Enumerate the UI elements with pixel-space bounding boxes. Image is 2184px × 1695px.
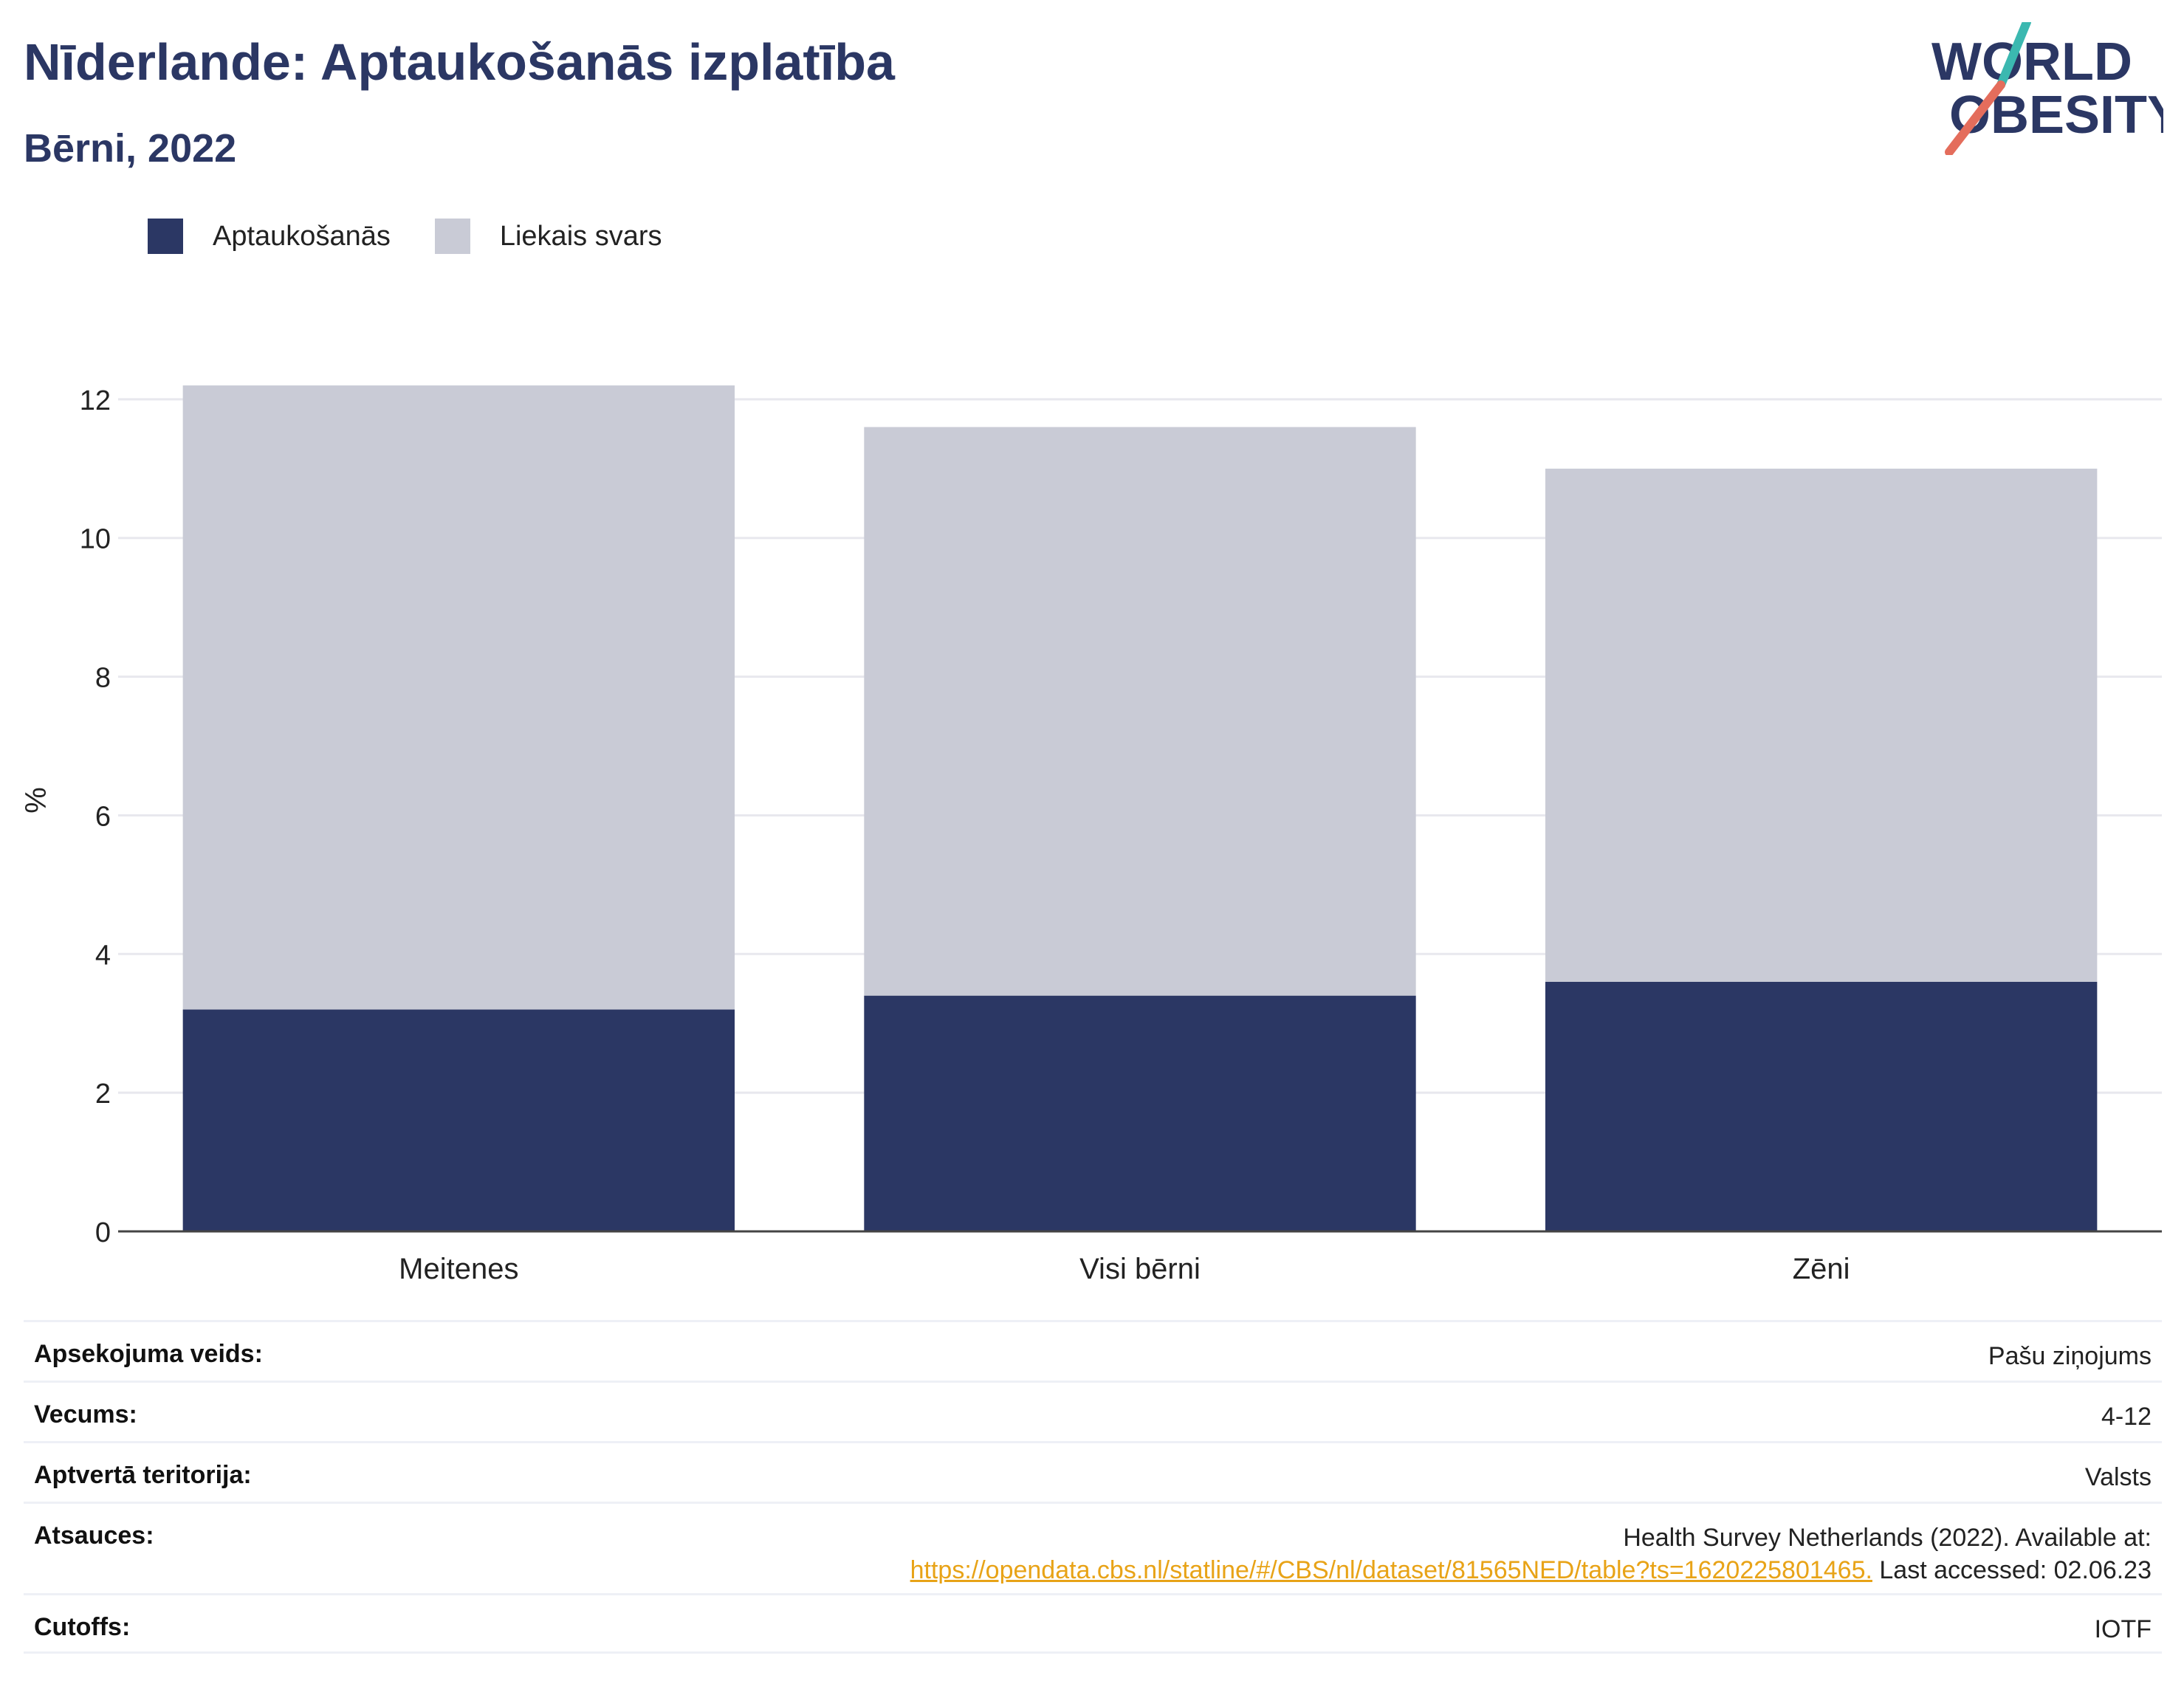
legend-swatch-overweight [434,219,470,254]
y-tick-label-6: 6 [95,801,111,832]
references-label: Atsauces: [34,1522,154,1550]
y-axis-label: % [20,787,52,814]
x-tick-label-0: Meitenes [399,1253,518,1285]
y-tick-label-12: 12 [80,385,111,416]
legend-label-obesity: Aptaukošanās [213,220,391,252]
x-tick-label-2: Zēni [1793,1253,1850,1285]
bar-chart: 0 2 4 6 8 10 12% Meitenes Visi bērni Zēni [20,385,2162,1285]
info-row-age: Vecums: 4-12 [24,1381,2162,1441]
bar-obesity-1 [864,995,1416,1231]
references-link[interactable]: https://opendata.cbs.nl/statline/#/CBS/n… [910,1556,1872,1584]
references-value: Health Survey Netherlands (2022). Availa… [910,1504,2152,1593]
bar-obesity-2 [1545,981,2098,1231]
bar-overweight-2 [1545,468,2098,982]
y-tick-label-0: 0 [95,1217,111,1248]
chart-legend: Aptaukošanās Liekais svars [148,219,706,254]
cutoffs-label: Cutoffs: [34,1613,131,1641]
cutoffs-value: IOTF [2094,1615,2152,1643]
bar-overweight-1 [864,427,1416,996]
legend-label-overweight: Liekais svars [499,220,662,252]
legend-swatch-obesity [148,219,183,254]
world-obesity-logo: WORLD OBESITY [1931,22,2163,155]
survey-value: Pašu ziņojums [1988,1342,2152,1370]
legend-item-overweight: Liekais svars [434,219,662,254]
info-row-references: Atsauces: Health Survey Netherlands (202… [24,1502,2162,1593]
legend-item-obesity: Aptaukošanās [148,219,391,254]
age-label: Vecums: [34,1400,137,1428]
area-label: Aptvertā teritorija: [34,1461,252,1489]
x-tick-label-1: Visi bērni [1079,1253,1201,1285]
info-row-cutoffs: Cutoffs: IOTF [24,1593,2162,1654]
logo-text-world: WORLD [1931,32,2132,92]
logo-text-obesity: OBESITY [1949,86,2163,145]
y-tick-label-2: 2 [95,1079,111,1110]
chart-subtitle: Bērni, 2022 [24,126,237,171]
bar-obesity-0 [182,1009,735,1231]
y-tick-label-4: 4 [95,940,111,971]
y-tick-label-8: 8 [95,663,111,694]
info-row-area: Aptvertā teritorija: Valsts [24,1441,2162,1502]
y-tick-label-10: 10 [80,524,111,555]
survey-label: Apsekojuma veids: [34,1340,263,1368]
area-value: Valsts [2084,1463,2152,1491]
bar-overweight-0 [182,385,735,1010]
references-text: Health Survey Netherlands (2022). Availa… [1623,1524,2152,1552]
age-value: 4-12 [2101,1403,2152,1431]
references-accessed: Last accessed: 02.06.23 [1872,1556,2152,1584]
chart-title: Nīderlande: Aptaukošanās izplatība [24,33,895,91]
info-row-survey: Apsekojuma veids: Pašu ziņojums [24,1320,2162,1381]
info-table: Apsekojuma veids: Pašu ziņojums Vecums: … [24,1320,2162,1654]
